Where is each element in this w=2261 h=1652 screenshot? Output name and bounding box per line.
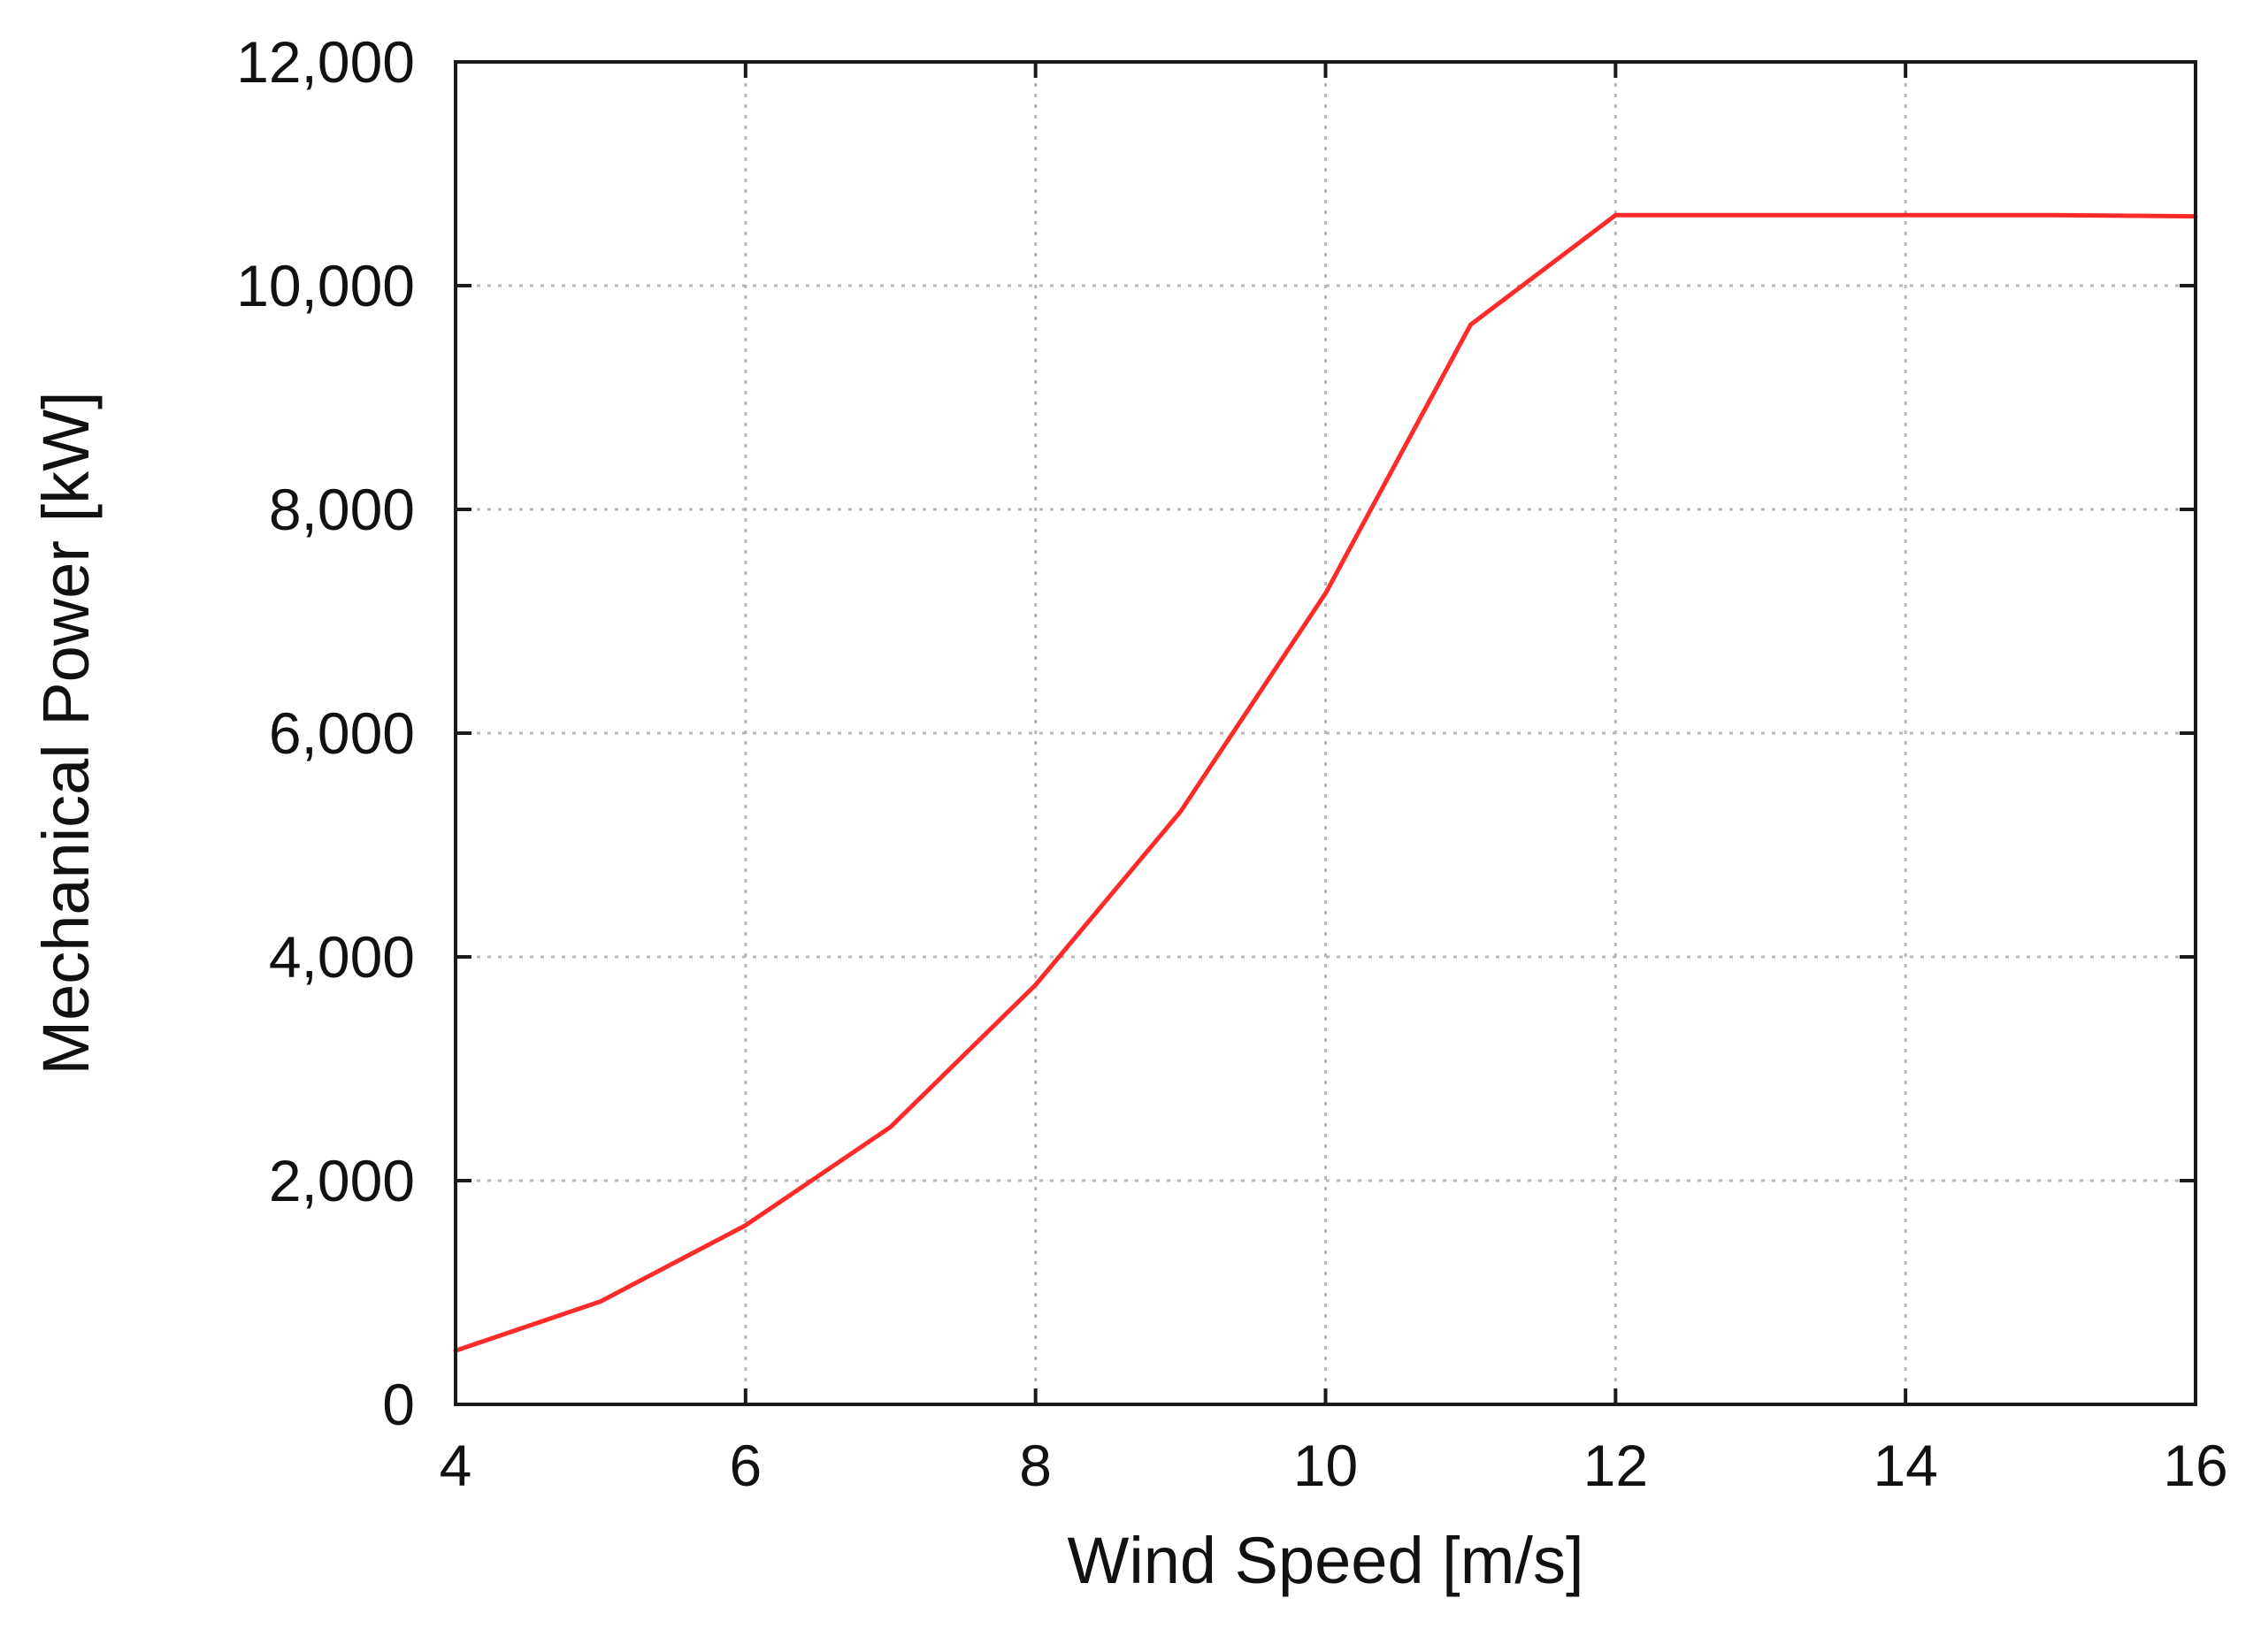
y-tick-label: 12,000: [236, 29, 415, 95]
y-axis-title: Mechanical Power [kW]: [29, 391, 103, 1075]
x-tick-label: 4: [440, 1433, 472, 1498]
x-tick-label: 8: [1019, 1433, 1052, 1498]
y-tick-label: 2,000: [269, 1148, 415, 1213]
x-tick-label: 10: [1293, 1433, 1358, 1498]
x-axis-title: Wind Speed [m/s]: [1067, 1524, 1583, 1597]
y-tick-label: 6,000: [269, 700, 415, 766]
y-tick-label: 4,000: [269, 924, 415, 990]
y-tick-label: 0: [382, 1372, 415, 1437]
grid: [456, 62, 2196, 1404]
series-line: [453, 212, 2198, 1353]
x-tick-label: 16: [2163, 1433, 2227, 1498]
y-axis-tick-labels: 0 2,000 4,000 6,000 8,000 10,000 12,000: [236, 29, 415, 1437]
y-tick-label: 8,000: [269, 477, 415, 542]
axis-ticks: [454, 60, 2197, 1406]
series-layer: [453, 212, 2198, 1353]
y-tick-label: 10,000: [236, 253, 415, 318]
x-tick-label: 12: [1583, 1433, 1648, 1498]
x-tick-label: 6: [729, 1433, 762, 1498]
x-tick-label: 14: [1873, 1433, 1937, 1498]
x-axis-tick-labels: 4 6 8 10 12 14 16: [440, 1433, 2228, 1498]
